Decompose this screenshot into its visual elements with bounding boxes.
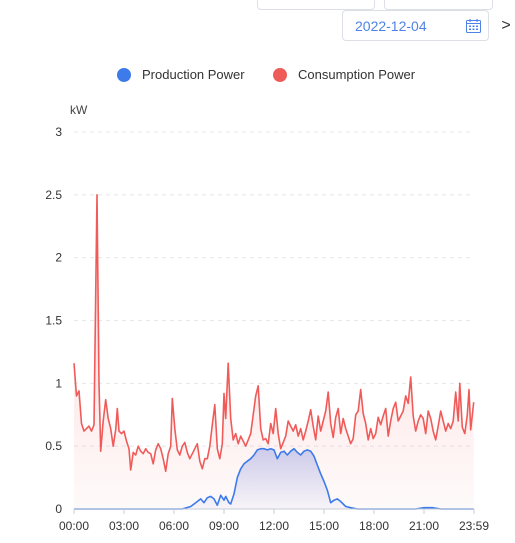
x-tick-label: 09:00	[209, 519, 239, 533]
legend-marker	[117, 68, 131, 82]
y-tick-label: 0.5	[45, 439, 62, 453]
x-tick-label: 21:00	[409, 519, 439, 533]
y-tick-label: 0	[55, 502, 62, 516]
series-area	[74, 194, 474, 510]
date-value: 2022-12-04	[355, 18, 427, 34]
x-tick-label: 00:00	[59, 519, 89, 533]
series-area	[74, 448, 474, 509]
x-tick-label: 12:00	[259, 519, 289, 533]
calendar-icon	[466, 19, 481, 33]
x-tick-label: 18:00	[359, 519, 389, 533]
y-tick-label: 2.5	[45, 188, 62, 202]
mode-selector-button[interactable]	[384, 0, 493, 10]
series-line	[74, 447, 474, 510]
y-tick-label: 2	[55, 251, 62, 265]
next-day-button[interactable]: >	[501, 17, 511, 34]
period-selector-button[interactable]	[257, 0, 375, 10]
x-tick-label: 23:59	[459, 519, 489, 533]
x-tick-label: 06:00	[159, 519, 189, 533]
y-tick-label: 1	[55, 376, 62, 390]
legend-marker	[273, 68, 287, 82]
date-picker[interactable]: 2022-12-04	[342, 10, 489, 41]
x-tick-label: 15:00	[309, 519, 339, 533]
legend-label: Production Power	[142, 67, 245, 82]
legend-label: Consumption Power	[298, 67, 416, 82]
series-line	[73, 194, 475, 473]
y-tick-label: 1.5	[45, 314, 62, 328]
y-tick-label: 3	[55, 125, 62, 139]
y-axis-unit: kW	[70, 103, 88, 117]
prev-arrow-icon[interactable]	[497, 0, 505, 2]
x-tick-label: 03:00	[109, 519, 139, 533]
